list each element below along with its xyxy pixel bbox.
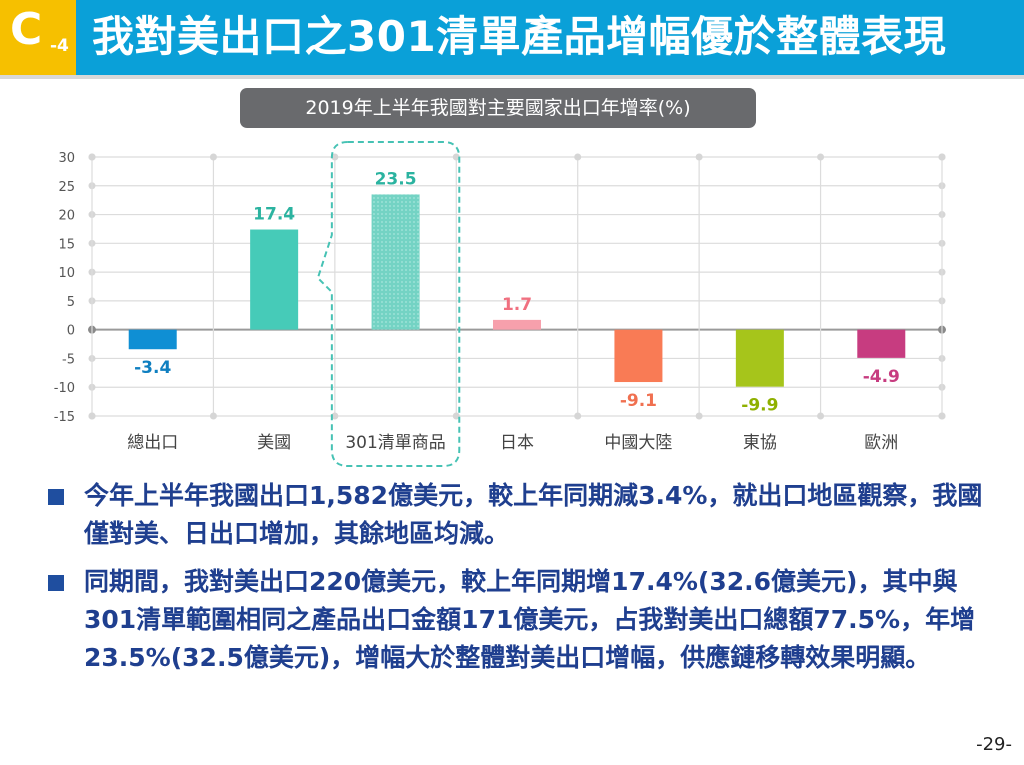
data-label: -3.4 — [134, 358, 171, 378]
bullet-square-icon — [48, 575, 64, 591]
bar — [857, 329, 906, 358]
category-label: 日本 — [500, 433, 534, 453]
gridline-dot-bottom — [695, 412, 703, 420]
badge-letter: C — [10, 4, 43, 55]
y-tick-label: -10 — [54, 381, 75, 396]
bar — [128, 329, 177, 350]
highlight-callout — [316, 141, 461, 467]
y-tick-label: 5 — [67, 295, 75, 310]
gridline-dot-bottom — [452, 412, 460, 420]
bar — [371, 194, 420, 330]
data-label: 17.4 — [253, 205, 295, 225]
section-badge: C -4 — [0, 0, 76, 75]
category-label: 總出口 — [127, 433, 178, 453]
badge-subscript: -4 — [50, 36, 69, 56]
header-bar: C -4 我對美出口之301清單產品增幅優於整體表現 — [0, 0, 1024, 75]
category-label: 中國大陸 — [604, 433, 672, 453]
y-tick-label: 15 — [58, 237, 75, 252]
bullet-square-icon — [48, 489, 64, 505]
gridline-dot-bottom — [938, 412, 946, 420]
y-tick-label: -15 — [54, 410, 75, 425]
bullet-item-2: 同期間，我對美出口220億美元，較上年同期增17.4%(32.6億美元)，其中與… — [48, 563, 998, 677]
gridline-dot-bottom — [817, 412, 825, 420]
category-label: 301清單商品 — [345, 433, 445, 453]
page-number: -29- — [976, 734, 1012, 755]
bar — [493, 319, 541, 330]
bullet-item-1: 今年上半年我國出口1,582億美元，較上年同期減3.4%，就出口地區觀察，我國僅… — [48, 477, 998, 553]
data-label: -4.9 — [863, 367, 900, 387]
chart-title: 2019年上半年我國對主要國家出口年增率(%) — [240, 88, 756, 128]
gridline-dot-top — [695, 153, 703, 161]
category-label: 美國 — [257, 433, 291, 453]
gridline-dot-bottom — [331, 412, 339, 420]
gridline-dot-top — [209, 153, 217, 161]
y-tick-label: 30 — [58, 151, 75, 166]
bar — [614, 329, 663, 383]
data-label: -9.1 — [620, 391, 657, 411]
gridline-dot-top — [817, 153, 825, 161]
bullet-list: 今年上半年我國出口1,582億美元，較上年同期減3.4%，就出口地區觀察，我國僅… — [48, 477, 998, 687]
header-underline — [0, 75, 1024, 79]
category-label: 東協 — [743, 433, 777, 453]
gridline-dot-top — [452, 153, 460, 161]
gridline-dot-bottom — [88, 412, 96, 420]
bar — [735, 329, 784, 387]
category-label: 歐洲 — [864, 433, 898, 453]
y-tick-label: 10 — [58, 266, 75, 281]
bullet-text-2: 同期間，我對美出口220億美元，較上年同期增17.4%(32.6億美元)，其中與… — [84, 567, 976, 672]
gridline-dot-top — [88, 153, 96, 161]
y-tick-label: -5 — [62, 352, 75, 367]
bar — [250, 229, 299, 330]
gridline-dot-top — [331, 153, 339, 161]
gridline-dot-bottom — [574, 412, 582, 420]
data-label: -9.9 — [741, 396, 778, 416]
gridline-dot-top — [574, 153, 582, 161]
slide-title: 我對美出口之301清單產品增幅優於整體表現 — [92, 12, 947, 61]
data-label: 23.5 — [375, 169, 417, 189]
y-tick-label: 25 — [58, 180, 75, 195]
y-tick-label: 0 — [67, 324, 75, 339]
gridline-dot-top — [938, 153, 946, 161]
data-label: 1.7 — [502, 295, 532, 315]
bullet-text-1: 今年上半年我國出口1,582億美元，較上年同期減3.4%，就出口地區觀察，我國僅… — [84, 481, 983, 548]
gridline-dot-bottom — [209, 412, 217, 420]
bar-chart: 30 25 20 15 10 5 0 -5 -10 -15 -3.4 17.4 23.5 1.7 -9.1… — [54, 141, 946, 467]
y-tick-label: 20 — [58, 209, 75, 224]
